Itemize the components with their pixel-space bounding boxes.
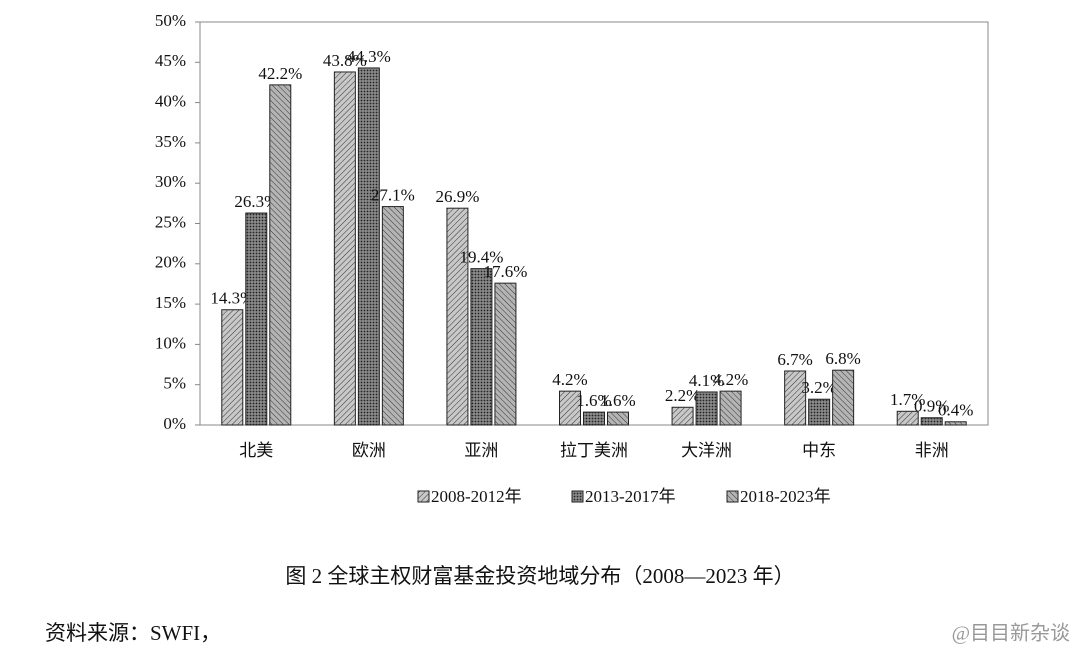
bar-hatch [358, 67, 380, 425]
bar-hatch [720, 391, 742, 425]
x-tick-label: 非洲 [915, 441, 949, 460]
data-label: 14.3% [210, 289, 254, 308]
y-tick-label: 25% [155, 212, 186, 231]
x-tick-label: 北美 [239, 441, 273, 460]
y-tick-label: 45% [155, 51, 186, 70]
legend-hatch [572, 491, 583, 502]
bar-hatch [897, 411, 919, 425]
bar-hatch [832, 370, 854, 425]
data-label: 27.1% [371, 185, 415, 204]
data-label: 4.2% [552, 370, 587, 389]
data-label: 1.7% [890, 390, 925, 409]
y-tick-label: 40% [155, 92, 186, 111]
x-tick-label: 中东 [802, 441, 836, 460]
y-tick-label: 10% [155, 333, 186, 352]
y-tick-label: 20% [155, 253, 186, 272]
data-label: 43.8% [323, 51, 367, 70]
data-label: 44.3% [347, 47, 391, 66]
bar-hatch [607, 412, 629, 425]
bar-hatch [245, 213, 267, 425]
data-label: 6.7% [777, 350, 812, 369]
bar-hatch [559, 391, 581, 425]
source: 资料来源：SWFI， [45, 621, 221, 645]
data-label: 2.2% [665, 386, 700, 405]
bar-hatch [672, 407, 694, 425]
legend-label: 2013-2017年 [585, 487, 676, 506]
x-tick-label: 欧洲 [352, 441, 386, 460]
data-label: 3.2% [801, 378, 836, 397]
data-label: 19.4% [459, 248, 503, 267]
data-label: 26.3% [234, 192, 278, 211]
bar-hatch [382, 206, 404, 425]
bar-hatch [334, 71, 356, 426]
data-label: 6.8% [825, 349, 860, 368]
bar-hatch [784, 370, 806, 425]
bar-hatch [221, 309, 243, 425]
bar-hatch [696, 391, 718, 425]
bar-hatch [446, 208, 468, 425]
data-label: 42.2% [258, 64, 302, 83]
bar-hatch [921, 417, 943, 425]
data-label: 1.6% [600, 391, 635, 410]
y-tick-label: 15% [155, 293, 186, 312]
y-tick-label: 5% [163, 374, 186, 393]
y-tick-label: 50% [155, 11, 186, 30]
bar-hatch [269, 84, 291, 426]
bar-hatch [945, 421, 967, 425]
watermark: @目目新杂谈 [952, 622, 1070, 645]
caption: 图 2 全球主权财富基金投资地域分布（2008—2023 年） [285, 564, 794, 588]
data-label: 0.9% [914, 397, 949, 416]
data-label: 0.4% [938, 401, 973, 420]
x-tick-label: 大洋洲 [681, 441, 732, 460]
bar-hatch [494, 283, 516, 425]
plot-frame [199, 21, 989, 426]
bar-hatch [808, 399, 830, 425]
x-tick-label: 拉丁美洲 [560, 441, 628, 460]
bar-hatch [470, 268, 492, 425]
y-tick-label: 30% [155, 172, 186, 191]
data-label: 4.1% [689, 371, 724, 390]
bar-hatch [583, 412, 605, 425]
legend-hatch [727, 491, 738, 502]
data-label: 26.9% [435, 187, 479, 206]
data-label: 1.6% [576, 391, 611, 410]
legend-hatch [418, 491, 429, 502]
data-label: 17.6% [483, 262, 527, 281]
y-tick-label: 35% [155, 132, 186, 151]
legend-label: 2008-2012年 [431, 487, 522, 506]
legend-label: 2018-2023年 [740, 487, 831, 506]
x-tick-label: 亚洲 [464, 441, 498, 460]
y-tick-label: 0% [163, 414, 186, 433]
data-label: 4.2% [713, 370, 748, 389]
